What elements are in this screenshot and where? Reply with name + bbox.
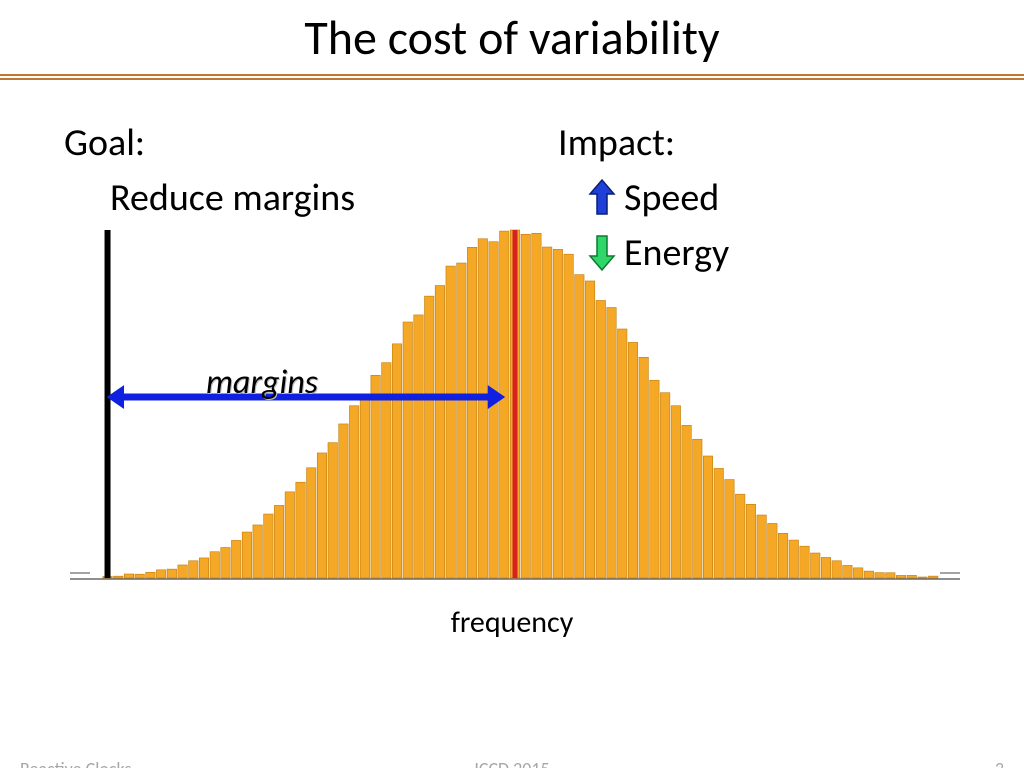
- up-arrow-icon: [588, 178, 616, 216]
- frequency-histogram: [70, 228, 960, 588]
- goal-header: Goal:: [64, 120, 145, 166]
- slide-number: 3: [995, 758, 1004, 768]
- title-divider: [0, 74, 1024, 80]
- impact-header: Impact:: [558, 120, 675, 166]
- impact-speed: Speed: [624, 175, 719, 221]
- x-axis-label: frequency: [0, 604, 1024, 641]
- goal-text: Reduce margins: [110, 175, 355, 221]
- slide-title: The cost of variability: [0, 8, 1024, 67]
- margins-label: margins: [206, 362, 318, 403]
- footer-center: ICCD 2015: [0, 758, 1024, 768]
